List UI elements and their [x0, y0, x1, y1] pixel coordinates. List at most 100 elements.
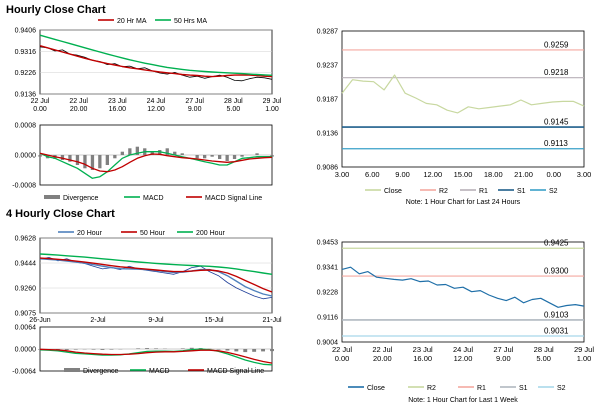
hourly-price-xtick-date: 29 Jul [263, 98, 282, 105]
hourly-pivot-level-label-s1: 0.9145 [544, 118, 569, 127]
hourly-price-xtick-date: 28 Jul [224, 98, 243, 105]
hourly-price-xtick-time: 16.00 [109, 106, 127, 113]
hourly-macd-divergence-bar [240, 155, 244, 157]
hourly-pivot-frame [341, 30, 585, 168]
4hourly-macd-divergence-bar [73, 349, 78, 350]
4hourly-macd-divergence-bar [216, 349, 221, 350]
hourly-price-xtick-time: 12.00 [147, 106, 165, 113]
4hourly-pivot-ytick: 0.9116 [317, 315, 338, 322]
hourly-price-ytick: 0.9136 [15, 92, 37, 99]
4hourly-macd-series-signal [39, 348, 273, 364]
4hourly-pivot-legend-s1-label: S1 [519, 385, 528, 392]
hourly-price-xtick-time: 5.00 [227, 106, 241, 113]
hourly-macd-divergence-bar [98, 155, 102, 169]
hourly-macd-divergence-bar [255, 153, 259, 155]
hourly-macd-divergence-bar [90, 155, 95, 170]
4hourly-price-ytick: 0.9075 [15, 311, 37, 318]
4hourly-pivot-level-label-r2: 0.9425 [544, 239, 569, 248]
hourly-pivot-close-line [341, 74, 585, 114]
hourly-pivot-legend-s1-label: S1 [517, 188, 526, 195]
hourly-pivot-xtick: 0.00 [546, 170, 561, 179]
4hourly-pivot-xtick-date: 22 Jul [372, 345, 392, 354]
4hourly-pivot-xtick-date: 29 Jul [574, 345, 594, 354]
hourly-price-ytick: 0.9316 [15, 49, 37, 56]
4hourly-pivot-ytick: 0.9004 [317, 340, 339, 347]
4hourly-pivot-legend-r1-label: R1 [477, 385, 486, 392]
4hourly-pivot-legend-s2-label: S2 [557, 385, 566, 392]
hourly-pivot-ytick: 0.9287 [317, 29, 339, 36]
4hourly-macd-divergence-bar [252, 349, 257, 352]
4hourly-macd-ytick: 0.0064 [15, 325, 37, 332]
4hourly-pivot-xtick-time: 20.00 [373, 354, 392, 363]
4hourly-price-frame [39, 237, 273, 314]
hourly-macd-legend-signal-label: MACD Signal Line [205, 195, 262, 202]
4hourly-macd-divergence-bar [180, 348, 185, 349]
4hourly-price-xtick: 2-Jul [90, 317, 106, 324]
4hourly-price-xtick: 21-Jul [262, 317, 282, 324]
hourly-macd-divergence-bar [150, 151, 154, 155]
hourly-macd-ytick: 0.0008 [15, 123, 37, 130]
4hourly-price-legend-50h-label: 50 Hour [140, 230, 166, 237]
hourly-macd-divergence-bar [218, 155, 222, 159]
4hourly-pivot-xtick-time: 12.00 [454, 354, 473, 363]
4hourly-macd-divergence-bar [91, 349, 96, 350]
hourly-pivot-note: Note: 1 Hour Chart for Last 24 Hours [406, 199, 521, 206]
4hourly-macd-ytick: -0.0064 [12, 369, 36, 376]
hourly-price-xtick-time: 9.00 [188, 106, 202, 113]
hourly-macd-series-macd [39, 151, 272, 179]
4hourly-macd-legend-divergence-swatch [64, 368, 80, 372]
hourly-macd-legend-divergence-label: Divergence [63, 195, 99, 202]
4hourly-pivot-legend-close-label: Close [367, 385, 385, 392]
4hourly-price-ytick: 0.9628 [15, 236, 37, 243]
4hourly-macd-legend-signal-label: MACD Signal Line [207, 368, 264, 375]
4hourly-pivot-ytick: 0.9228 [317, 290, 339, 297]
hourly-macd-legend-divergence-swatch [44, 195, 60, 199]
hourly-macd-divergence-bar [195, 155, 199, 159]
hourly-macd-divergence-bar [83, 155, 87, 169]
hourly-macd-divergence-bar [38, 155, 42, 157]
hourly-macd-divergence-bar [128, 148, 132, 155]
4hourly-pivot-xtick-time: 1.00 [577, 354, 592, 363]
4hourly-section-title: 4 Hourly Close Chart [6, 208, 115, 220]
4hourly-macd-ytick: 0.0000 [15, 347, 37, 354]
4hourly-pivot-xtick-time: 16.00 [413, 354, 432, 363]
hourly-price-xtick-time: 1.00 [265, 106, 279, 113]
hourly-pivot-xtick: 21.00 [514, 170, 533, 179]
4hourly-price-series-200-hour [39, 253, 273, 275]
hourly-price-frame [39, 29, 273, 95]
hourly-pivot-xtick: 9.00 [395, 170, 410, 179]
4hourly-pivot-level-label-s2: 0.9031 [544, 326, 569, 335]
4hourly-pivot-close-line [341, 266, 585, 308]
4hourly-price-ytick: 0.9444 [15, 261, 37, 268]
4hourly-price-legend-20h-label: 20 Hour [77, 230, 103, 237]
4hourly-macd-divergence-bar [100, 349, 105, 350]
4hourly-macd-divergence-bar [109, 349, 114, 350]
4hourly-pivot-xtick-date: 22 Jul [332, 345, 352, 354]
hourly-pivot-xtick: 15.00 [454, 170, 473, 179]
4hourly-macd-divergence-bar [261, 349, 265, 352]
4hourly-macd-divergence-bar [234, 349, 239, 352]
hourly-pivot-ytick: 0.9136 [317, 131, 339, 138]
hourly-macd-divergence-bar [68, 155, 72, 162]
hourly-macd-ytick: -0.0008 [12, 183, 36, 190]
hourly-price-legend-50hr-label: 50 Hrs MA [174, 18, 207, 25]
4hourly-price-legend-200h-label: 200 Hour [196, 230, 225, 237]
4hourly-price-ytick: 0.9260 [15, 286, 37, 293]
hourly-pivot-ytick: 0.9187 [317, 97, 339, 104]
4hourly-pivot-xtick-time: 5.00 [536, 354, 551, 363]
4hourly-pivot-xtick-date: 23 Jul [413, 345, 433, 354]
hourly-price-xtick-time: 20.00 [70, 106, 88, 113]
hourly-macd-divergence-bar [135, 146, 139, 155]
4hourly-pivot-ytick: 0.9453 [317, 240, 339, 247]
4hourly-macd-legend-divergence-label: Divergence [83, 368, 119, 375]
hourly-macd-divergence-bar [225, 155, 229, 161]
4hourly-macd-divergence-bar [225, 349, 230, 351]
hourly-macd-divergence-bar [165, 148, 169, 155]
4hourly-macd-divergence-bar [243, 349, 248, 353]
hourly-section-title: Hourly Close Chart [6, 4, 106, 16]
hourly-pivot-xtick: 3.00 [335, 170, 350, 179]
hourly-macd-divergence-bar [120, 151, 124, 155]
hourly-macd-divergence-bar [60, 155, 65, 160]
hourly-macd-divergence-bar [113, 155, 117, 159]
